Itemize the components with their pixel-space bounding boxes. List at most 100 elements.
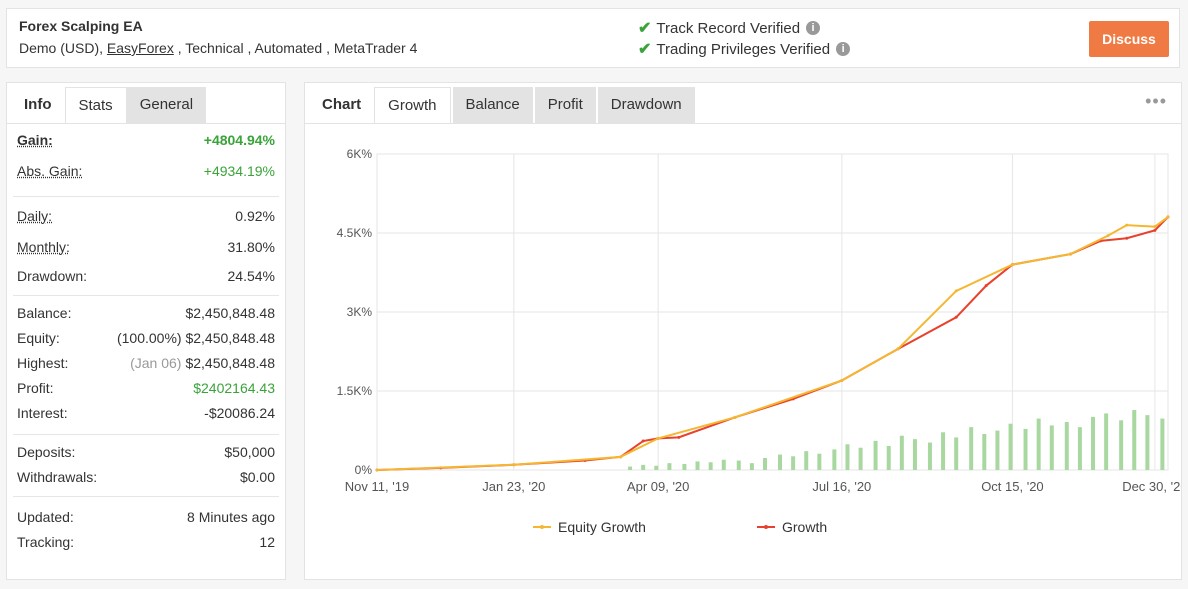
- drawdown-value: 24.54%: [227, 268, 275, 284]
- monthly-value: 31.80%: [227, 239, 275, 255]
- y-tick-label: 6K%: [347, 147, 373, 161]
- balance-label: Balance:: [17, 305, 72, 321]
- profit-bar: [654, 465, 659, 470]
- system-name: Forex Scalping EA: [19, 18, 143, 34]
- stat-deposits: Deposits: $50,000: [17, 444, 275, 460]
- profit-bar: [1145, 415, 1150, 470]
- series-point: [1125, 223, 1129, 227]
- tags-prefix: Demo (USD),: [19, 40, 107, 56]
- stat-balance: Balance: $2,450,848.48: [17, 305, 275, 321]
- profit-bar: [886, 446, 891, 470]
- tab-profit[interactable]: Profit: [534, 87, 596, 123]
- track-record-label: Track Record Verified: [656, 19, 801, 37]
- series-point: [1125, 236, 1129, 240]
- trading-privileges-label: Trading Privileges Verified: [656, 40, 831, 58]
- series-point: [512, 463, 516, 467]
- profit-bar: [763, 458, 768, 470]
- drawdown-label: Drawdown:: [17, 268, 88, 284]
- profit-bar: [721, 459, 726, 470]
- divider: [13, 295, 279, 296]
- tab-drawdown[interactable]: Drawdown: [597, 87, 695, 123]
- system-header: Forex Scalping EA Demo (USD), EasyForex …: [6, 8, 1180, 68]
- profit-bar: [858, 447, 863, 470]
- profit-bar: [791, 456, 796, 470]
- interest-label: Interest:: [17, 405, 68, 421]
- profit-label: Profit:: [17, 380, 54, 396]
- series-point: [656, 436, 660, 440]
- tab-stats[interactable]: Stats: [64, 87, 127, 123]
- interest-value: -$20086.24: [204, 405, 275, 421]
- stat-daily: Daily: 0.92%: [17, 208, 275, 224]
- series-point: [1166, 215, 1170, 219]
- tab-balance[interactable]: Balance: [452, 87, 533, 123]
- info-icon[interactable]: i: [806, 21, 821, 35]
- x-tick-label: Oct 15, '20: [981, 479, 1043, 494]
- stat-interest: Interest: -$20086.24: [17, 405, 275, 421]
- daily-value: 0.92%: [235, 208, 275, 224]
- x-tick-label: Jul 16, '20: [812, 479, 871, 494]
- tab-growth[interactable]: Growth: [374, 87, 451, 123]
- profit-bar: [1091, 416, 1096, 470]
- profit-bar: [954, 437, 959, 470]
- trading-privileges-verified: ✔ Trading Privileges Verified i: [638, 39, 851, 59]
- gain-value: +4804.94%: [203, 132, 275, 148]
- tab-general[interactable]: General: [126, 87, 207, 123]
- y-tick-label: 4.5K%: [337, 226, 373, 240]
- monthly-label[interactable]: Monthly:: [17, 239, 70, 255]
- info-icon[interactable]: i: [836, 42, 851, 56]
- stat-drawdown: Drawdown: 24.54%: [17, 268, 275, 284]
- series-point: [840, 378, 844, 382]
- divider: [13, 434, 279, 435]
- growth-chart: 0% 1.5K% 3K% 4.5K% 6K% Nov 11, '19 Jan 23, '20…: [337, 147, 1181, 535]
- tab-chart[interactable]: Chart: [322, 96, 362, 113]
- series-point: [896, 347, 900, 351]
- track-record-verified: ✔ Track Record Verified i: [638, 18, 821, 38]
- series-point: [677, 435, 681, 439]
- profit-bar: [777, 454, 782, 470]
- stats-panel: Info Stats General Gain: +4804.94% Abs. …: [6, 82, 286, 580]
- daily-label[interactable]: Daily:: [17, 208, 53, 224]
- more-dots-icon[interactable]: •••: [1145, 91, 1167, 111]
- legend-label: Equity Growth: [558, 519, 646, 535]
- stat-updated: Updated: 8 Minutes ago: [17, 509, 275, 525]
- chart-tabs: Chart Growth Balance Profit Drawdown: [309, 87, 697, 123]
- series-line: [376, 216, 1169, 471]
- updated-label: Updated:: [17, 509, 74, 525]
- profit-bar: [641, 464, 646, 470]
- profit-bar: [1160, 418, 1165, 470]
- gain-label[interactable]: Gain:: [17, 132, 53, 148]
- profit-bar: [695, 461, 700, 470]
- equity-percent: (100.00%): [116, 330, 182, 346]
- tab-info[interactable]: Info: [24, 96, 52, 113]
- broker-link[interactable]: EasyForex: [106, 40, 174, 56]
- deposits-label: Deposits:: [17, 444, 76, 460]
- stat-abs-gain: Abs. Gain: +4934.19%: [17, 163, 275, 179]
- series-point: [641, 439, 645, 443]
- withdrawals-label: Withdrawals:: [17, 469, 98, 485]
- tab-divider: [305, 123, 1181, 124]
- series-point: [375, 468, 379, 472]
- abs-gain-label[interactable]: Abs. Gain:: [17, 163, 83, 179]
- profit-bar: [941, 432, 946, 470]
- profit-bar: [1104, 413, 1109, 470]
- stat-monthly: Monthly: 31.80%: [17, 239, 275, 255]
- discuss-button[interactable]: Discuss: [1089, 21, 1169, 57]
- stat-equity: Equity: (100.00%) $2,450,848.48: [17, 330, 275, 346]
- abs-gain-value: +4934.19%: [203, 163, 275, 179]
- profit-bar: [1132, 410, 1137, 470]
- stat-highest: Highest: (Jan 06) $2,450,848.48: [17, 355, 275, 371]
- y-tick-label: 3K%: [347, 305, 373, 319]
- profit-bar: [1119, 420, 1124, 470]
- x-tick-label: Apr 09, '20: [627, 479, 689, 494]
- profit-value: $2402164.43: [193, 380, 275, 396]
- withdrawals-value: $0.00: [239, 469, 275, 485]
- x-tick-label: Jan 23, '20: [482, 479, 545, 494]
- legend-marker: [764, 525, 768, 529]
- y-tick-label: 0%: [355, 463, 373, 477]
- stats-tabs: Info Stats General: [11, 87, 207, 123]
- profit-bar: [708, 462, 713, 470]
- highest-value: $2,450,848.48: [185, 355, 275, 371]
- series-point: [1069, 252, 1073, 256]
- tab-divider: [7, 123, 285, 124]
- check-icon: ✔: [638, 41, 652, 58]
